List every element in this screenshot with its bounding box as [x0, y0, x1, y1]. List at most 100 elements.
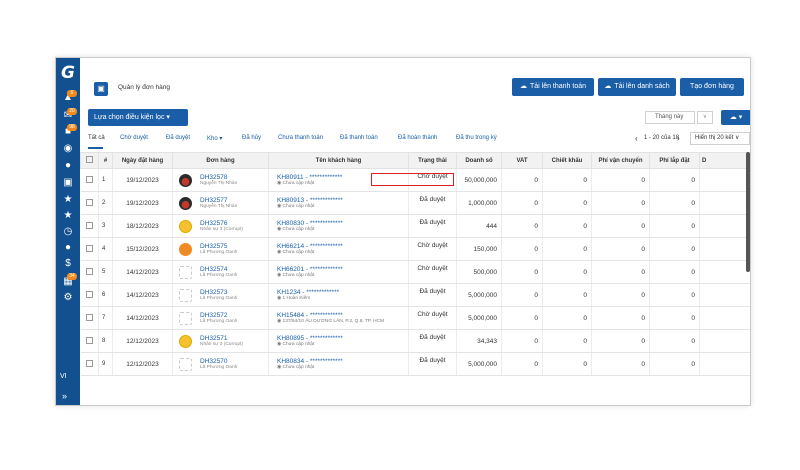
customer-link[interactable]: KH66214 - *************	[277, 243, 343, 250]
column-header[interactable]: Trạng thái	[408, 152, 457, 169]
column-header[interactable]: Phí lắp đặt	[649, 152, 700, 169]
per-page-select[interactable]: Hiển thị 20 kết ∨	[690, 132, 750, 145]
row-checkbox[interactable]	[85, 267, 93, 275]
table-row[interactable]: 5 14/12/2023 DH32574 Lã Phương Oanh KH66201 …	[80, 260, 750, 284]
tab-pending[interactable]: Chờ duyệt	[120, 135, 148, 141]
mail-icon[interactable]: ✉	[63, 110, 73, 121]
upload-payment-button[interactable]: ☁ Tải lên thanh toán	[512, 78, 594, 96]
cloud-menu-button[interactable]: ☁ ▾	[721, 110, 750, 125]
tab-unpaid[interactable]: Chưa thanh toán	[278, 135, 324, 141]
row-checkbox-cell	[80, 191, 99, 215]
row-checkbox[interactable]	[85, 198, 93, 206]
column-header[interactable]: D	[699, 152, 750, 169]
globe-icon[interactable]: ●	[64, 160, 72, 171]
column-header[interactable]: Đơn hàng	[172, 152, 269, 169]
chart-icon[interactable]: ◷	[63, 226, 73, 237]
cart-icon-button[interactable]: ▣	[94, 82, 108, 96]
chevron-left-icon[interactable]: ‹	[635, 134, 638, 143]
tab-completed[interactable]: Đã hoàn thành	[398, 135, 438, 141]
filter-condition-button[interactable]: Lựa chọn điều kiện lọc ▾	[88, 109, 188, 126]
eye-icon[interactable]: ◉	[63, 143, 73, 154]
vertical-scrollbar[interactable]	[746, 152, 750, 272]
column-header[interactable]: #	[98, 152, 113, 169]
upload-list-button[interactable]: ☁ Tải lên danh sách	[598, 78, 676, 96]
customer-link[interactable]: KH80895 - *************	[277, 335, 343, 342]
order-link[interactable]: DH32573	[200, 289, 228, 296]
dollar-icon[interactable]: $	[65, 258, 71, 269]
column-header[interactable]: Chiết khấu	[542, 152, 592, 169]
column-header[interactable]: Phí vận chuyển	[591, 152, 650, 169]
tab-approved[interactable]: Đã duyệt	[166, 135, 191, 141]
users-icon[interactable]: ★	[63, 194, 73, 205]
table-row[interactable]: 3 18/12/2023 DH32576 Nhân sự 3 (Corrupt) KH8…	[80, 214, 750, 238]
order-link[interactable]: DH32570	[200, 358, 228, 365]
tab-collected-in-period[interactable]: Đã thu trong kỳ	[456, 135, 497, 141]
app-logo[interactable]: G	[61, 63, 75, 83]
tab-paid[interactable]: Đã thanh toán	[340, 135, 378, 141]
column-header[interactable]: Ngày đặt hàng	[112, 152, 173, 169]
vat-value: 0	[501, 306, 543, 330]
tab-warehouse[interactable]: Kho ▾	[207, 136, 223, 142]
row-checkbox[interactable]	[85, 290, 93, 298]
order-link[interactable]: DH32572	[200, 312, 228, 319]
star-icon[interactable]: ★	[63, 210, 73, 221]
chevron-down-icon[interactable]: ∨	[697, 111, 713, 124]
row-checkbox-cell	[80, 214, 99, 238]
shipping-fee-value: 0	[591, 168, 650, 192]
tab-cancelled[interactable]: Đã hủy	[242, 135, 262, 141]
column-header[interactable]: VAT	[501, 152, 543, 169]
row-checkbox[interactable]	[85, 244, 93, 252]
revenue-value: 5,000,000	[456, 283, 502, 307]
row-checkbox[interactable]	[85, 336, 93, 344]
table-row[interactable]: 9 12/12/2023 DH32570 Lã Phương Oanh KH80834 …	[80, 352, 750, 376]
chat-icon[interactable]: ■	[64, 126, 72, 137]
report-icon[interactable]: ▦	[63, 276, 73, 287]
sidebar-collapse-button[interactable]: »	[62, 391, 68, 401]
language-switch[interactable]: VI	[60, 373, 67, 380]
row-checkbox[interactable]	[85, 359, 93, 367]
customer-link[interactable]: KH80911 - *************	[277, 174, 343, 181]
cart-icon[interactable]: ▣	[63, 177, 73, 188]
chevron-right-icon[interactable]: ›	[677, 134, 680, 143]
table-row[interactable]: 8 12/12/2023 DH32571 Nhân sự 3 (Corrupt) KH8…	[80, 329, 750, 353]
staff-name: Lã Phương Oanh	[200, 273, 238, 278]
vat-value: 0	[501, 214, 543, 238]
create-order-button[interactable]: Tạo đơn hàng	[680, 78, 744, 96]
extra-cell	[699, 168, 750, 192]
table-row[interactable]: 6 14/12/2023 DH32573 Lã Phương Oanh KH1234 -…	[80, 283, 750, 307]
install-fee-value: 0	[649, 168, 700, 192]
row-checkbox[interactable]	[85, 313, 93, 321]
order-link[interactable]: DH32575	[200, 243, 228, 250]
row-checkbox[interactable]	[85, 221, 93, 229]
customer-link[interactable]: KH66201 - *************	[277, 266, 343, 273]
customer-address: ◉ Chưa cập nhật	[277, 273, 315, 278]
customer-link[interactable]: KH80913 - *************	[277, 197, 343, 204]
customer-cell: KH80895 - ************* ◉ Chưa cập nhật	[268, 329, 409, 353]
row-checkbox[interactable]	[85, 175, 93, 183]
month-select[interactable]: Tháng này	[645, 111, 695, 124]
settings-icon[interactable]: ⚙	[63, 292, 73, 303]
page-title: Quản lý đơn hàng	[118, 84, 170, 91]
row-checkbox-cell	[80, 260, 99, 284]
customer-link[interactable]: KH15484 - *************	[277, 312, 343, 319]
user-icon[interactable]: ●	[64, 242, 72, 253]
customer-link[interactable]: KH80834 - *************	[277, 358, 343, 365]
order-link[interactable]: DH32578	[200, 174, 228, 181]
report-badge: 34	[67, 273, 77, 280]
order-link[interactable]: DH32571	[200, 335, 228, 342]
tab-all[interactable]: Tất cả	[88, 135, 105, 141]
order-link[interactable]: DH32576	[200, 220, 228, 227]
order-link[interactable]: DH32574	[200, 266, 228, 273]
column-header[interactable]: Doanh số	[456, 152, 502, 169]
order-link[interactable]: DH32577	[200, 197, 228, 204]
column-header[interactable]: Tên khách hàng	[268, 152, 409, 169]
customer-link[interactable]: KH1234 - *************	[277, 289, 340, 296]
select-all-checkbox[interactable]	[86, 156, 93, 163]
table-row[interactable]: 7 14/12/2023 DH32572 Lã Phương Oanh KH15484 …	[80, 306, 750, 330]
customer-link[interactable]: KH80830 - *************	[277, 220, 343, 227]
table-row[interactable]: 4 15/12/2023 DH32575 Lã Phương Oanh KH66214 …	[80, 237, 750, 261]
table-row[interactable]: 1 19/12/2023 DH32578 Nguyễn Thị Nhàn KH80911…	[80, 168, 750, 192]
table-row[interactable]: 2 19/12/2023 DH32577 Nguyễn Thị Nhàn KH80913…	[80, 191, 750, 215]
header: ▣ Quản lý đơn hàng ☁ Tải lên thanh toán ☁…	[80, 78, 750, 102]
bell-icon[interactable]: ▲	[63, 92, 73, 103]
